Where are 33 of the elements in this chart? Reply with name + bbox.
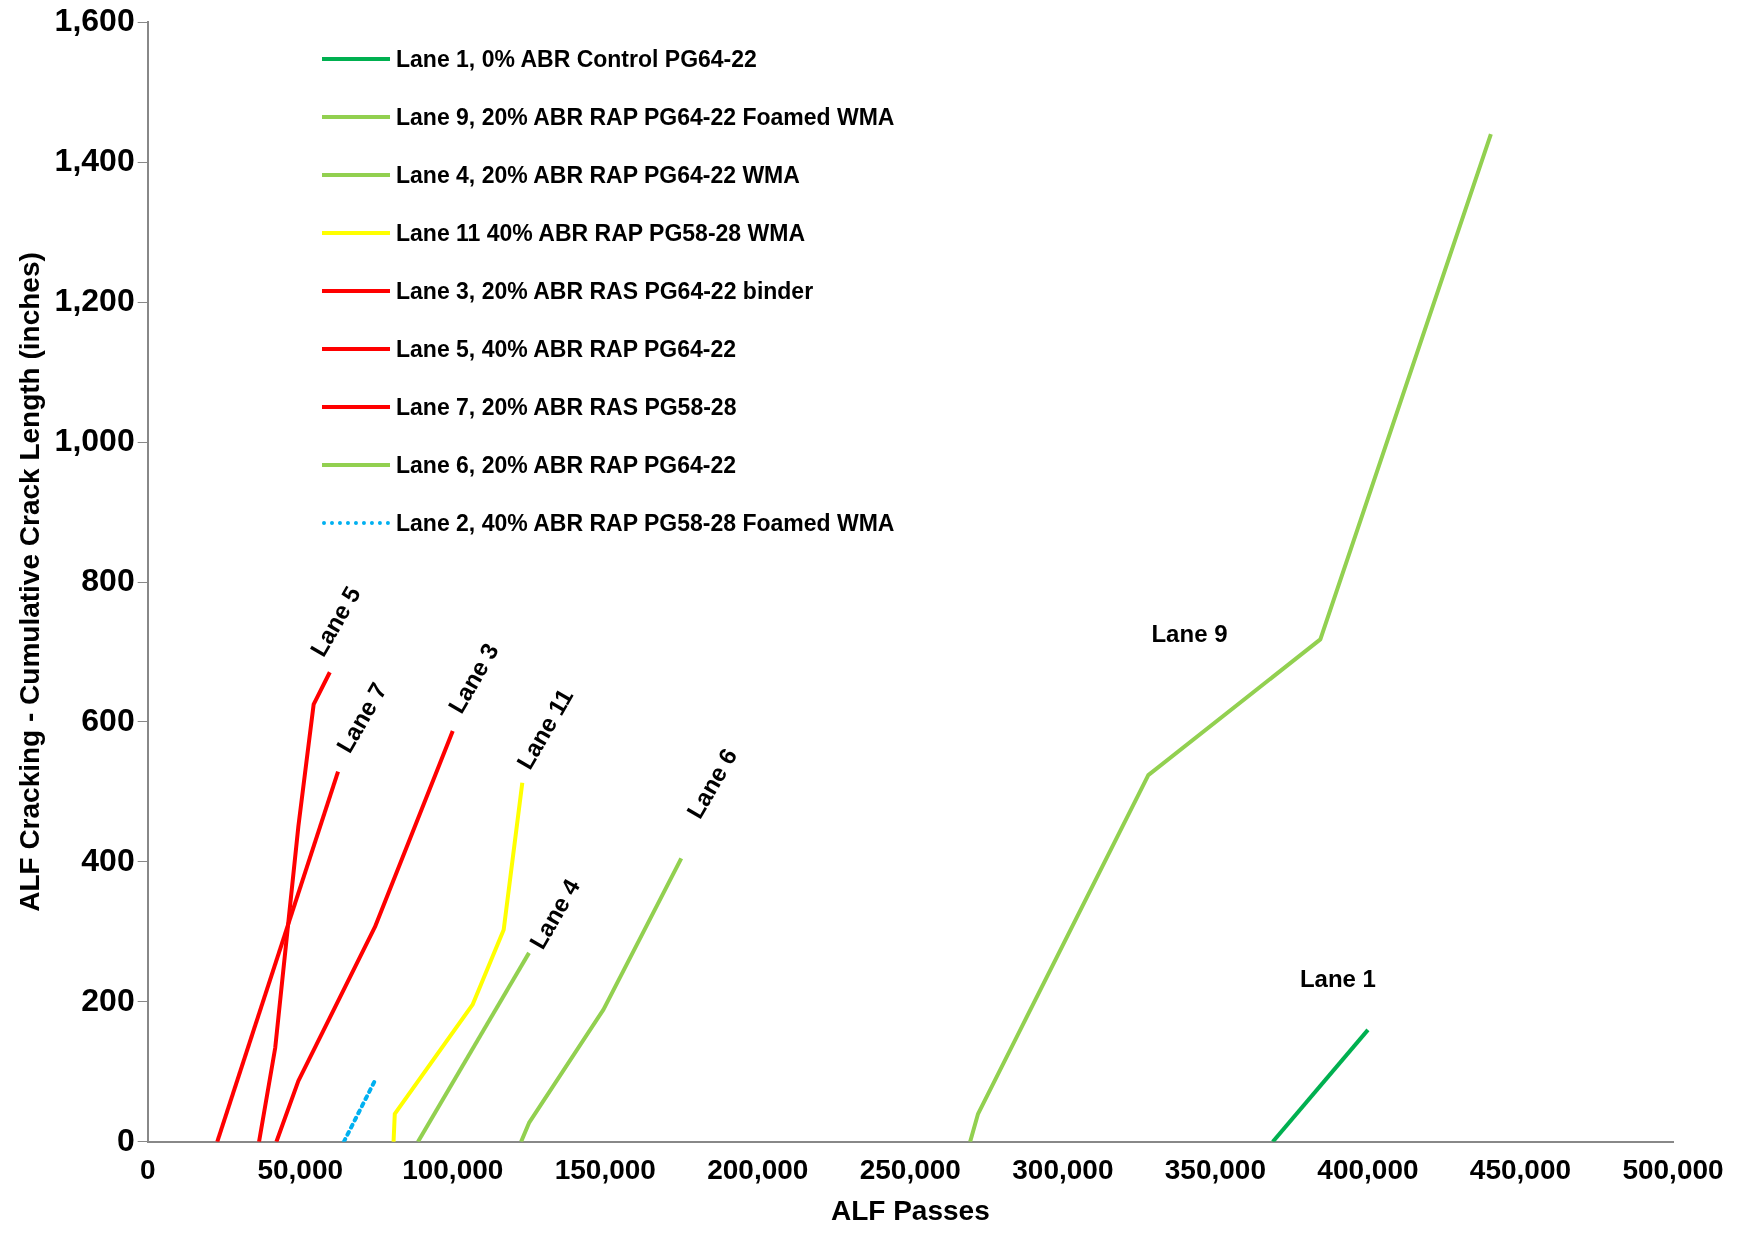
x-tick-label: 400,000 [1317, 1154, 1419, 1186]
legend-label: Lane 7, 20% ABR RAS PG58-28 [396, 393, 737, 421]
y-tick-label: 1,400 [54, 141, 135, 178]
legend-label: Lane 1, 0% ABR Control PG64-22 [396, 45, 757, 73]
legend-label: Lane 5, 40% ABR RAP PG64-22 [396, 335, 737, 363]
y-tick-label: 400 [81, 841, 135, 878]
y-tick-label: 800 [81, 561, 135, 598]
legend-label: Lane 3, 20% ABR RAS PG64-22 binder [396, 277, 814, 305]
y-tick-label: 1,200 [54, 281, 135, 318]
legend-label: Lane 11 40% ABR RAP PG58-28 WMA [396, 219, 806, 247]
legend-label: Lane 2, 40% ABR RAP PG58-28 Foamed WMA [396, 509, 895, 537]
x-tick-label: 350,000 [1164, 1154, 1267, 1186]
x-tick-label: 50,000 [257, 1154, 344, 1186]
x-tick-label: 200,000 [707, 1154, 809, 1186]
y-tick-label: 0 [116, 1121, 135, 1158]
x-tick-label: 450,000 [1469, 1154, 1572, 1186]
x-tick-label: 300,000 [1012, 1154, 1114, 1186]
annotation: Lane 9 [1151, 620, 1228, 648]
legend-label: Lane 4, 20% ABR RAP PG64-22 WMA [396, 161, 800, 189]
annotation: Lane 1 [1299, 965, 1376, 993]
legend-label: Lane 9, 20% ABR RAP PG64-22 Foamed WMA [396, 103, 895, 131]
x-tick-label: 100,000 [402, 1154, 504, 1186]
y-axis-title: ALF Cracking - Cumulative Crack Length (inches) [13, 252, 45, 912]
y-tick-label: 1,000 [54, 421, 135, 458]
x-axis-title: ALF Passes [830, 1194, 990, 1226]
x-tick-label: 150,000 [554, 1154, 656, 1186]
y-tick-label: 200 [81, 981, 135, 1018]
y-tick-label: 1,600 [54, 2, 135, 39]
x-tick-label: 250,000 [859, 1154, 961, 1186]
y-tick-label: 600 [81, 701, 135, 738]
x-tick-label: 0 [139, 1154, 156, 1186]
x-tick-label: 500,000 [1622, 1154, 1724, 1186]
legend-label: Lane 6, 20% ABR RAP PG64-22 [396, 451, 737, 479]
